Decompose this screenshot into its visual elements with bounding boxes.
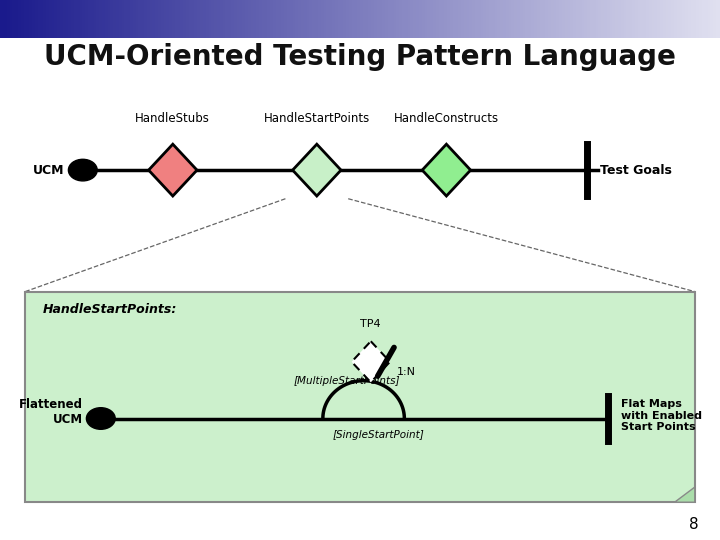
Polygon shape (148, 144, 197, 196)
Text: Flat Maps
with Enabled
Start Points: Flat Maps with Enabled Start Points (621, 399, 703, 433)
Circle shape (86, 408, 115, 429)
Circle shape (68, 159, 97, 181)
Polygon shape (422, 144, 471, 196)
Text: Test Goals: Test Goals (600, 164, 672, 177)
Text: [MultipleStartPoints]: [MultipleStartPoints] (294, 376, 400, 386)
Text: HandleStartPoints: HandleStartPoints (264, 112, 370, 125)
Text: TP4: TP4 (361, 319, 381, 329)
Text: 8: 8 (689, 517, 698, 532)
Text: [SingleStartPoint]: [SingleStartPoint] (332, 430, 424, 441)
Polygon shape (351, 341, 390, 382)
Text: HandleStubs: HandleStubs (135, 112, 210, 125)
Polygon shape (292, 144, 341, 196)
Text: UCM: UCM (33, 164, 65, 177)
FancyBboxPatch shape (25, 292, 695, 502)
Polygon shape (675, 487, 695, 502)
Text: Flattened
UCM: Flattened UCM (19, 398, 83, 426)
Text: UCM-Oriented Testing Pattern Language: UCM-Oriented Testing Pattern Language (44, 43, 676, 71)
Text: HandleStartPoints:: HandleStartPoints: (43, 303, 178, 316)
Text: HandleConstructs: HandleConstructs (394, 112, 499, 125)
Text: 1:N: 1:N (397, 367, 416, 377)
